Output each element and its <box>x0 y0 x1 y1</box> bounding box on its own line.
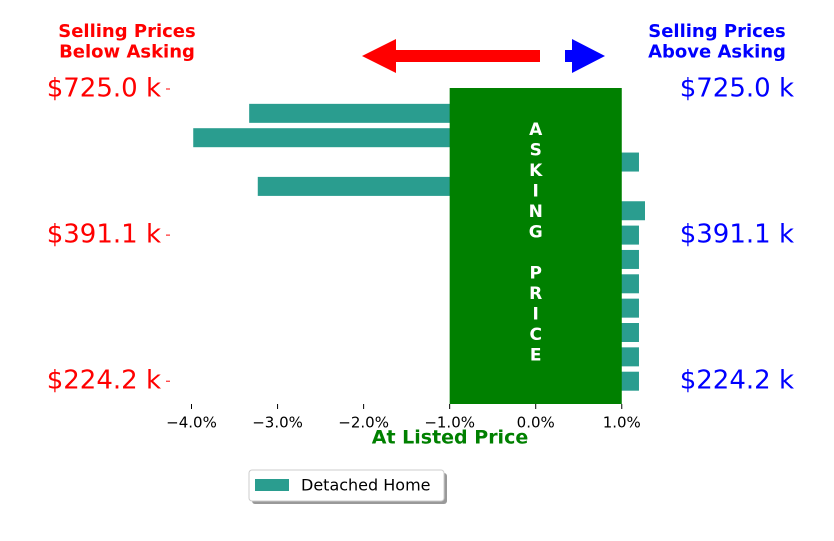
x-tick-label: −3.0% <box>252 414 303 432</box>
x-tick-label: −2.0% <box>338 414 389 432</box>
y-tick-label-right: $391.1 k <box>680 220 794 250</box>
right-arrow <box>565 39 605 73</box>
x-tick-label: 1.0% <box>603 414 641 432</box>
right-title: Selling Prices Above Asking <box>648 21 786 63</box>
y-tick-label: $224.2 k <box>47 366 161 396</box>
x-axis-label: At Listed Price <box>372 427 528 449</box>
legend-swatch <box>255 479 289 491</box>
x-tick-label: −4.0% <box>166 414 217 432</box>
asking-band <box>449 88 622 404</box>
legend: Detached Home <box>248 469 447 504</box>
x-tick-label: 0.0% <box>517 414 555 432</box>
left-title: Selling Prices Below Asking <box>58 21 195 63</box>
x-tick-label: −1.0% <box>424 414 475 432</box>
legend-box <box>248 469 445 502</box>
y-tick-label-right: $725.0 k <box>680 74 794 104</box>
y-tick-label: $725.0 k <box>47 74 161 104</box>
legend-label: Detached Home <box>301 476 431 495</box>
left-arrow <box>362 39 540 73</box>
y-tick-label-right: $224.2 k <box>680 366 794 396</box>
y-tick-label: $391.1 k <box>47 220 161 250</box>
